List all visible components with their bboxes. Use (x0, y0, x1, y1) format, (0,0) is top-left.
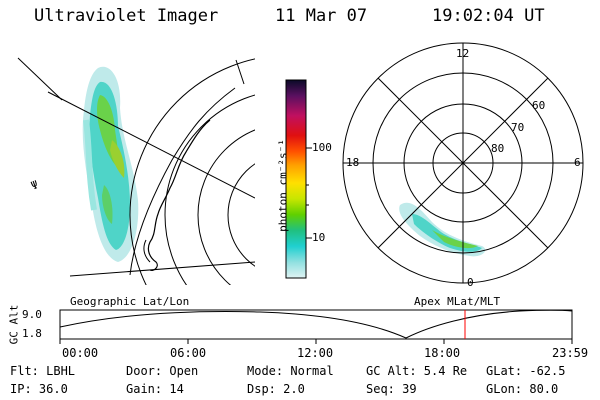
glat-info: GLat: -62.5 (486, 364, 566, 378)
mode-info: Mode: Normal (247, 364, 334, 378)
gc-alt-info: GC Alt: 5.4 Re (366, 364, 468, 378)
geographic-map (17, 57, 255, 285)
time-tick-0600: 06:00 (170, 346, 207, 360)
mlt-label-12: 12 (456, 47, 470, 60)
colorbar-tick-10: 10 (312, 231, 326, 244)
colorbar-tick-100: 100 (312, 141, 332, 154)
geographic-caption: Geographic Lat/Lon (70, 295, 190, 308)
mlat-label-80: 80 (491, 142, 505, 155)
seq-info: Seq: 39 (366, 382, 417, 396)
altitude-ylabel: GC Alt (7, 304, 21, 345)
longitude-marker: Ψ (29, 178, 40, 192)
observation-time: 19:02:04 UT (432, 6, 545, 26)
observation-date: 11 Mar 07 (275, 6, 368, 26)
mlt-label-6: 6 (574, 156, 581, 169)
mlat-label-70: 70 (511, 121, 525, 134)
colorbar-unit-label: photon cm⁻²s⁻¹ (276, 139, 290, 232)
intensity-colorbar (285, 79, 312, 279)
gain-info: Gain: 14 (126, 382, 184, 396)
filter-info: Flt: LBHL (10, 364, 76, 378)
door-info: Door: Open (126, 364, 199, 378)
time-tick-1800: 18:00 (424, 346, 461, 360)
dsp-info: Dsp: 2.0 (247, 382, 305, 396)
aurora-emission-polar (399, 202, 486, 257)
aurora-emission-geographic (82, 66, 139, 262)
altitude-ytick-high: 9.0 (22, 308, 42, 321)
mlat-label-60: 60 (532, 99, 546, 112)
time-tick-0000: 00:00 (62, 346, 99, 360)
ip-info: IP: 36.0 (10, 382, 68, 396)
glon-info: GLon: 80.0 (486, 382, 559, 396)
altitude-ytick-low: 1.8 (22, 327, 42, 340)
time-tick-2359: 23:59 (552, 346, 589, 360)
apex-caption: Apex MLat/MLT (414, 295, 501, 308)
polar-mlat-mlt-plot (342, 42, 584, 284)
mlt-label-18: 18 (346, 156, 360, 169)
mlt-label-0: 0 (467, 276, 474, 289)
altitude-plot (59, 309, 573, 344)
time-tick-1200: 12:00 (297, 346, 334, 360)
instrument-title: Ultraviolet Imager (34, 6, 219, 26)
